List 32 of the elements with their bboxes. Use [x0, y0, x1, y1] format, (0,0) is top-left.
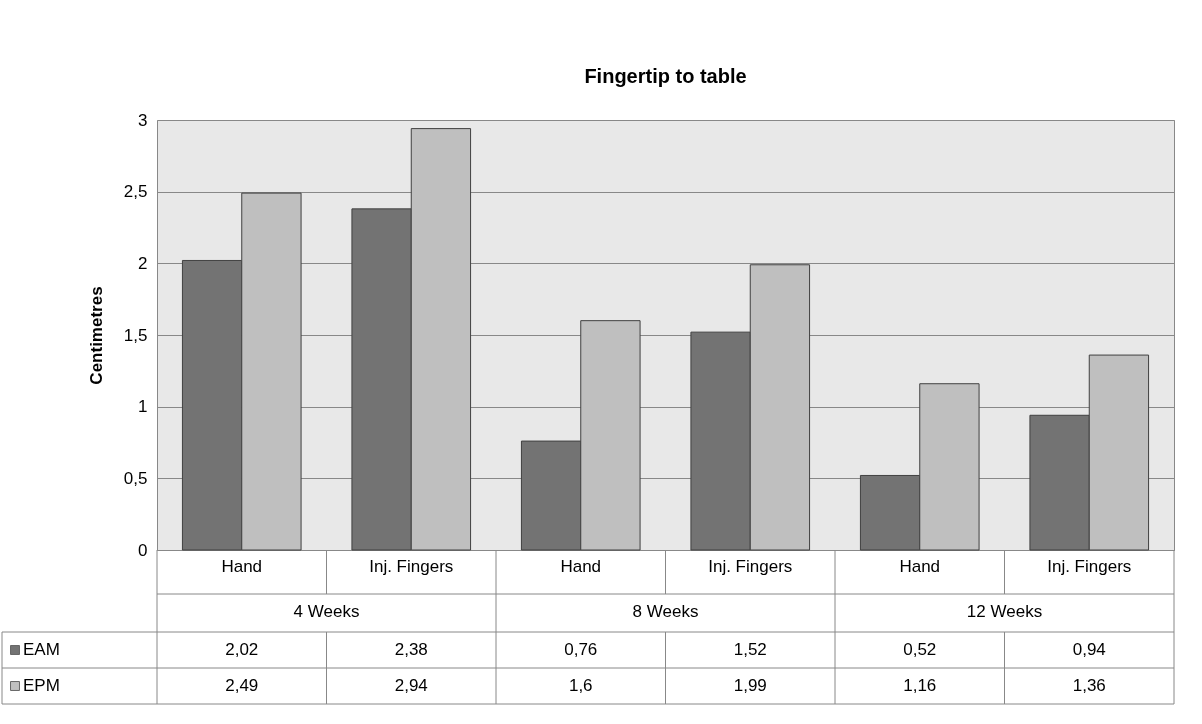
data-label: 1,99: [733, 676, 767, 695]
legend-label: EPM: [23, 676, 60, 695]
x-tick-label: Hand: [899, 556, 941, 576]
y-axis-title: Centimetres: [86, 286, 106, 385]
y-tick-label: 1: [138, 397, 148, 417]
x-tick-label: Inj. Fingers: [708, 556, 793, 576]
y-tick-label: 3: [138, 110, 148, 130]
legend-label: EAM: [23, 640, 60, 659]
data-label: 1,6: [568, 676, 593, 695]
data-label: 0,76: [564, 640, 598, 659]
x-tick-label: Hand: [221, 556, 263, 576]
text: 4 Weeks: [293, 602, 360, 621]
x-tick-label: Hand: [560, 556, 602, 576]
data-label: 2,02: [225, 640, 259, 659]
data-label: 2,49: [225, 676, 259, 695]
y-tick-label: 2,5: [123, 182, 148, 202]
text: 8 Weeks: [632, 602, 699, 621]
x-tick-label: Inj. Fingers: [369, 556, 454, 576]
chart-title: Fingertip to table: [584, 65, 747, 87]
text: 12 Weeks: [966, 602, 1043, 621]
y-tick-label: 0: [138, 540, 148, 560]
x-tick-label: Inj. Fingers: [1047, 556, 1132, 576]
data-label: 2,38: [394, 640, 428, 659]
data-label: 2,94: [394, 676, 428, 695]
y-tick-label: 1,5: [123, 325, 148, 345]
data-label: 1,52: [733, 640, 767, 659]
data-label: 1,16: [903, 676, 937, 695]
data-label: 1,36: [1072, 676, 1106, 695]
data-label: 0,52: [903, 640, 937, 659]
y-tick-label: 2: [138, 253, 148, 273]
data-label: 0,94: [1072, 640, 1106, 659]
y-tick-label: 0,5: [123, 468, 148, 488]
